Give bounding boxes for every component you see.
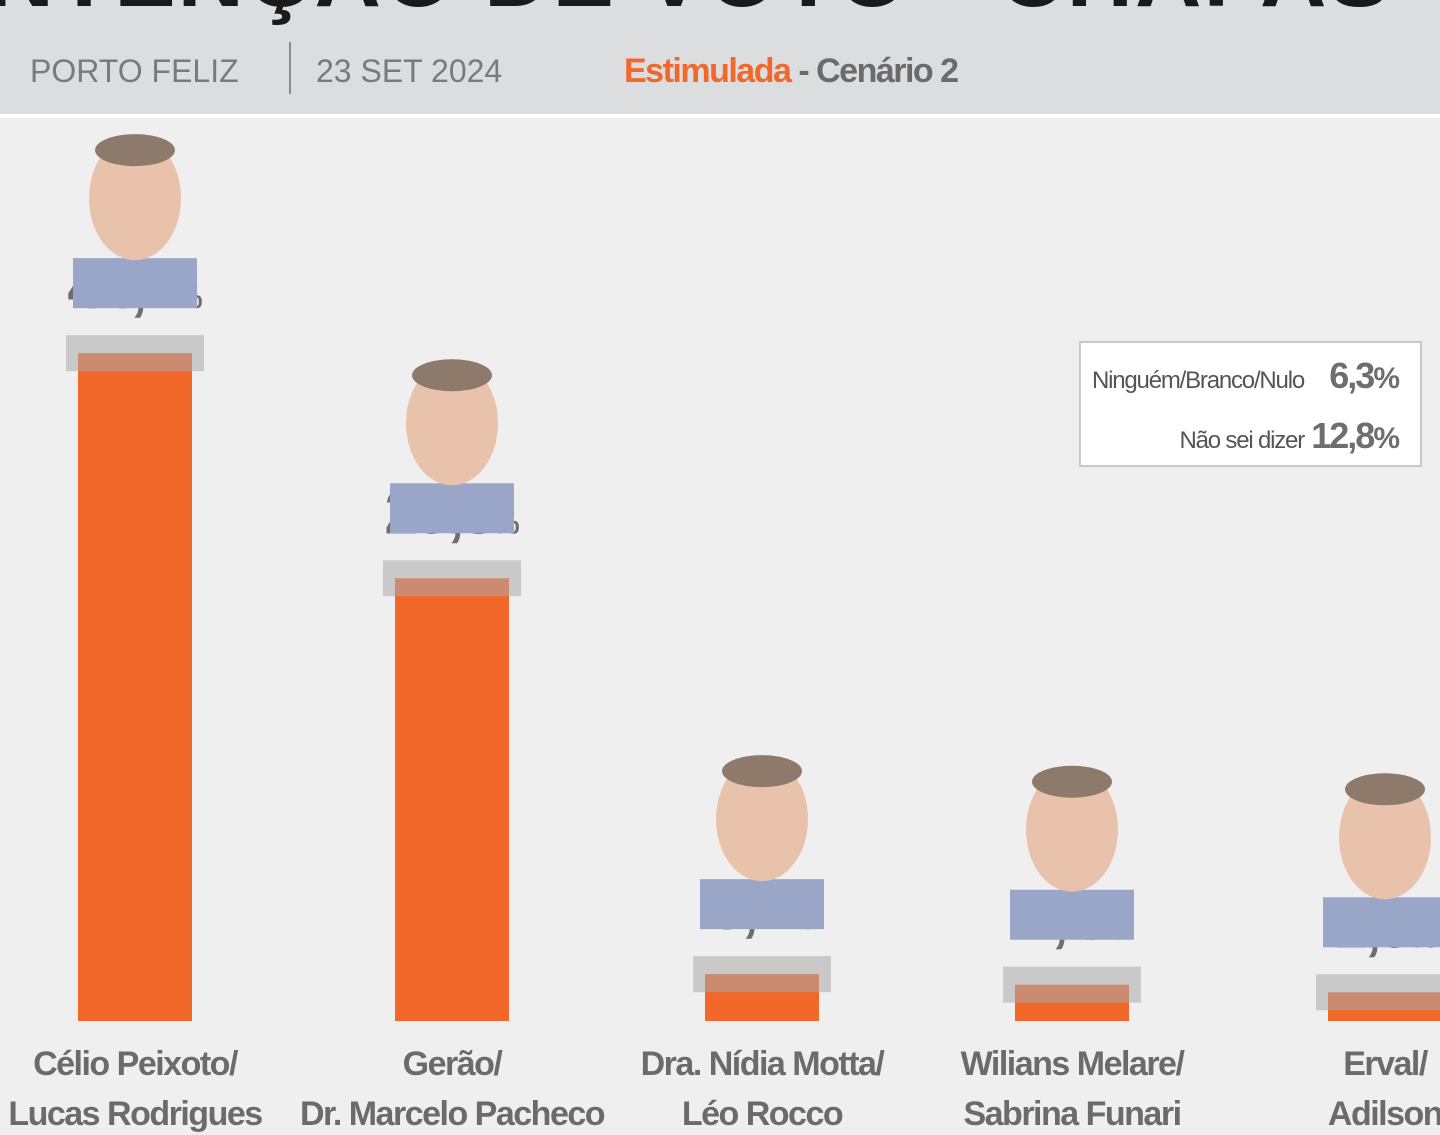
scenario-name: - Cenário 2	[790, 52, 958, 90]
portrait-shirt	[390, 483, 514, 534]
bar-cap	[693, 956, 831, 993]
others-name: Não sei dizer	[1180, 427, 1306, 454]
header-band	[0, 0, 1440, 114]
header-rule	[0, 114, 1440, 118]
portrait	[1010, 765, 1134, 940]
bar-cap	[383, 560, 521, 597]
portrait-hair	[1345, 773, 1425, 806]
x-tick-label: Célio Peixoto/	[33, 1045, 239, 1083]
portrait-face	[1026, 767, 1118, 892]
chart-title: INTENÇÃO DE VOTO - CHAPAS	[0, 0, 1392, 26]
portrait-shirt	[73, 258, 197, 309]
portrait	[390, 359, 514, 534]
bar	[78, 353, 192, 1021]
place: PORTO FELIZ	[30, 53, 239, 89]
x-tick-label: Erval/	[1343, 1045, 1429, 1083]
portrait-face	[716, 757, 808, 882]
x-tick-label: Dr. Marcelo Pacheco	[300, 1095, 605, 1133]
portrait-face	[406, 361, 498, 486]
portrait-hair	[722, 755, 802, 788]
x-tick-label: Gerão/	[403, 1045, 504, 1083]
portrait	[700, 755, 824, 930]
others-value: 6,3%	[1329, 355, 1400, 396]
bar-cap	[1316, 974, 1440, 1011]
x-tick-label: Wilians Melare/	[961, 1045, 1186, 1083]
bar-cap	[66, 335, 204, 372]
others-name: Ninguém/Branco/Nulo	[1092, 367, 1305, 394]
portrait-shirt	[1323, 897, 1440, 948]
portrait	[1323, 773, 1440, 948]
x-tick-label: Dra. Nídia Motta/	[641, 1045, 886, 1083]
portrait-face	[89, 136, 181, 261]
portrait	[73, 134, 197, 309]
bar-cap	[1003, 966, 1141, 1003]
x-tick-label: Lucas Rodrigues	[8, 1095, 262, 1133]
portrait-face	[1339, 775, 1431, 900]
portrait-shirt	[1010, 889, 1134, 940]
portrait-shirt	[700, 879, 824, 930]
scenario-kind: Estimulada	[624, 52, 793, 90]
others-value: 12,8%	[1311, 415, 1400, 456]
others-box	[1079, 341, 1422, 467]
date: 23 SET 2024	[316, 53, 502, 89]
bar	[395, 578, 509, 1021]
portrait-hair	[412, 359, 492, 392]
x-tick-label: Adilson	[1328, 1095, 1440, 1133]
portrait-hair	[95, 134, 175, 167]
scenario: Estimulada - Cenário 2	[624, 52, 958, 90]
portrait-hair	[1032, 765, 1112, 798]
x-tick-label: Léo Rocco	[682, 1095, 843, 1133]
x-tick-label: Sabrina Funari	[963, 1095, 1180, 1133]
